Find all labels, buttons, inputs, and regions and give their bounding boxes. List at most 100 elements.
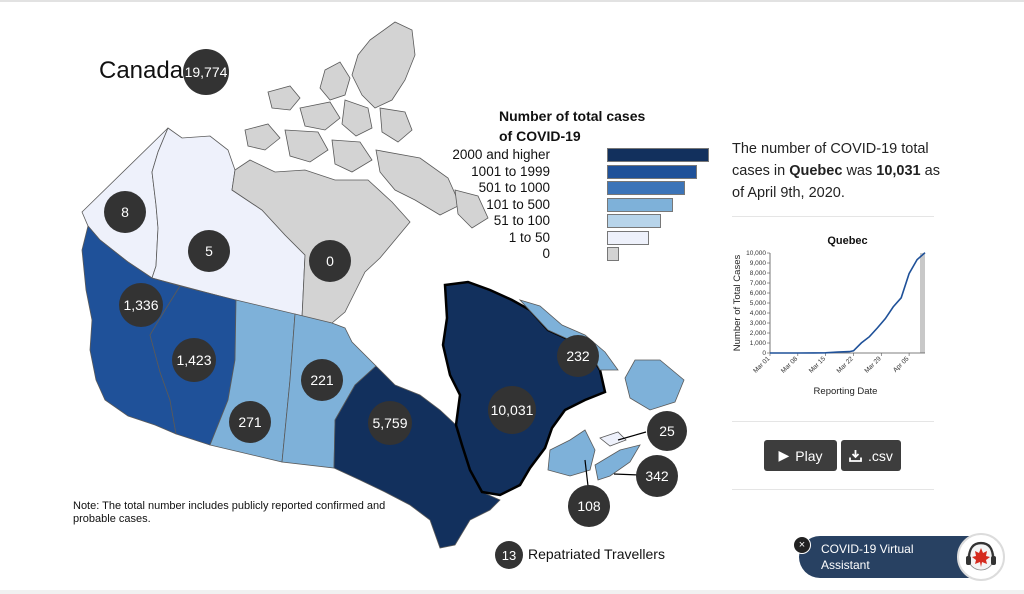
assistant-avatar[interactable] <box>957 533 1005 581</box>
province-bubble-manitoba[interactable]: 221 <box>301 359 343 401</box>
province-case-count: 0 <box>326 253 334 269</box>
province-case-count: 108 <box>577 498 601 514</box>
province-bubble-circle <box>104 191 146 233</box>
summary-suffix: as of April 9th, 2020. <box>732 163 940 201</box>
legend-swatch <box>607 214 661 228</box>
download-csv-button[interactable]: .csv <box>841 440 901 471</box>
province-case-count: 271 <box>238 414 262 430</box>
province-bubble-circle <box>119 283 163 327</box>
y-axis-title: Number of Total Cases <box>732 255 743 352</box>
province-case-count: 5 <box>205 243 213 259</box>
province-bubble-alberta[interactable]: 1,423 <box>172 338 216 382</box>
note-text: Note: The total number includes publicly… <box>73 500 386 525</box>
play-label: Play <box>795 447 823 464</box>
province-bubble-circle <box>172 338 216 382</box>
legend-title-line1: Number of total cases <box>499 108 646 124</box>
province-bubble-circle <box>488 386 536 434</box>
leader-line-pei <box>617 431 647 441</box>
y-tick-label: 6,000 <box>750 290 767 297</box>
province-bubble-northwest-territories[interactable]: 5 <box>188 230 230 272</box>
legend-item: 2000 and higher <box>440 147 709 163</box>
x-tick-label: Mar 15 <box>808 355 828 375</box>
province-bubble-newfoundland-and-labrador[interactable]: 232 <box>557 335 599 377</box>
province-case-count: 10,031 <box>491 402 534 418</box>
leader-line-ns <box>613 473 641 476</box>
assistant-line2: Assistant <box>821 558 870 572</box>
x-tick-label: Mar 01 <box>752 355 772 375</box>
legend-swatch <box>607 247 619 261</box>
province-bubble-circle <box>636 455 678 497</box>
province-bubble-british-columbia[interactable]: 1,336 <box>119 283 163 327</box>
play-icon: ▶ <box>778 447 790 463</box>
legend-label: 51 to 100 <box>493 213 550 228</box>
repatriated-label: Repatriated Travellers <box>528 546 665 562</box>
province-case-count: 1,336 <box>123 297 158 313</box>
summary-prefix: The number of COVID-19 total cases in <box>732 141 929 179</box>
x-axis-title: Reporting Date <box>814 386 878 397</box>
province-case-count: 25 <box>659 423 675 439</box>
latest-date-highlight <box>920 253 925 353</box>
province-bubble-saskatchewan[interactable]: 271 <box>229 401 271 443</box>
country-total-badge: 19,774 <box>183 49 229 95</box>
province-case-count: 8 <box>121 204 129 220</box>
newfoundland-island[interactable] <box>624 359 685 411</box>
repatriated-count-badge: 13 <box>495 541 523 569</box>
assistant-line1: COVID-19 Virtual <box>821 542 914 556</box>
y-tick-label: 3,000 <box>750 320 767 327</box>
x-tick-label: Mar 29 <box>863 355 883 375</box>
province-bubble-quebec[interactable]: 10,031 <box>488 386 536 434</box>
country-name: Canada <box>99 57 184 84</box>
province-bubble-circle <box>188 230 230 272</box>
legend-item: 501 to 1000 <box>440 180 700 196</box>
province-bubble-prince-edward-island[interactable]: 25 <box>647 411 687 451</box>
province-bubble-yukon[interactable]: 8 <box>104 191 146 233</box>
top-divider <box>0 0 1024 2</box>
y-tick-label: 8,000 <box>750 270 767 277</box>
y-tick-label: 5,000 <box>750 300 767 307</box>
prince-edward-island-region[interactable] <box>599 431 627 447</box>
x-tick-label: Mar 08 <box>780 355 800 375</box>
province-bubble-circle <box>368 401 412 445</box>
headset-maple-leaf-icon <box>966 541 996 571</box>
y-tick-label: 9,000 <box>750 260 767 267</box>
province-bubble-ontario[interactable]: 5,759 <box>368 401 412 445</box>
legend-title: Number of total cases of COVID-19 <box>499 106 679 146</box>
arctic-islands <box>244 21 489 229</box>
legend-item: 1001 to 1999 <box>440 164 700 180</box>
province-bubble-nova-scotia[interactable]: 342 <box>636 455 678 497</box>
x-tick-label: Apr 05 <box>892 355 911 374</box>
new-brunswick-region[interactable] <box>547 429 596 477</box>
province-case-count: 221 <box>310 372 334 388</box>
play-button[interactable]: ▶ Play <box>764 440 837 471</box>
province-bubble-circle <box>309 240 351 282</box>
legend-label: 2000 and higher <box>452 147 550 162</box>
leader-line-nb <box>584 459 589 487</box>
nova-scotia-region[interactable] <box>594 444 641 481</box>
nunavut-region[interactable] <box>231 159 411 324</box>
summary-text: The number of COVID-19 total cases in Qu… <box>732 138 940 204</box>
province-bubble-new-brunswick[interactable]: 108 <box>568 485 610 527</box>
province-bubbles: 8 5 0 1,336 1,423 271 221 5,759 10,031 232 25 342 10… <box>104 191 687 527</box>
legend-item: 1 to 50 <box>440 230 700 246</box>
csv-label: .csv <box>868 447 893 464</box>
province-bubble-nunavut[interactable]: 0 <box>309 240 351 282</box>
legend-swatch <box>607 148 709 162</box>
assistant-close-button[interactable]: × <box>793 536 811 554</box>
summary-middle: was <box>842 163 877 179</box>
assistant-label: COVID-19 Virtual Assistant <box>821 541 913 573</box>
legend-swatch <box>607 181 685 195</box>
legend-label: 0 <box>542 246 550 261</box>
summary-count: 10,031 <box>876 163 921 179</box>
x-tick-label: Mar 22 <box>836 355 856 375</box>
province-bubble-circle <box>647 411 687 451</box>
province-bubble-circle <box>229 401 271 443</box>
legend-label: 1 to 50 <box>508 229 550 245</box>
province-case-count: 1,423 <box>176 352 211 368</box>
y-tick-label: 4,000 <box>750 310 767 317</box>
legend-label: 501 to 1000 <box>478 180 550 195</box>
y-tick-label: 2,000 <box>750 330 767 337</box>
legend-item: 0 <box>440 246 700 262</box>
chart-title: Quebec <box>827 235 867 247</box>
divider-bottom <box>732 489 934 490</box>
